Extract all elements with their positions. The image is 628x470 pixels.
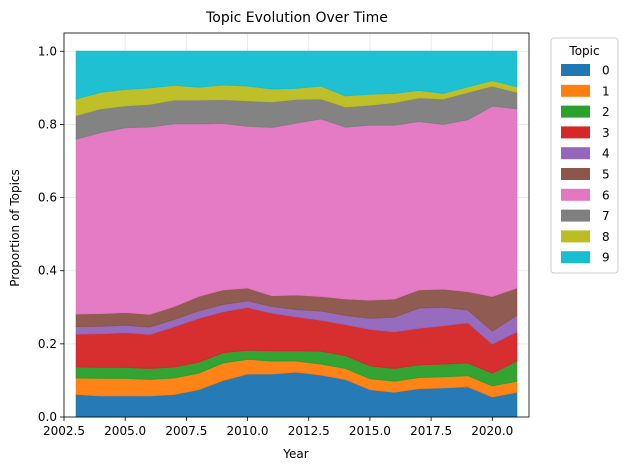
legend: Topic 0 1 2 3 4 5 6 7 8 9 bbox=[550, 37, 619, 274]
x-axis-label: Year bbox=[282, 447, 308, 461]
x-tick-label-0: 2002.5 bbox=[43, 424, 85, 438]
legend-label-topic-6: 6 bbox=[602, 188, 610, 202]
y-tick-label-5: 1.0 bbox=[38, 44, 57, 58]
legend-swatch-topic-8 bbox=[561, 230, 590, 243]
y-axis-label: Proportion of Topics bbox=[8, 169, 22, 287]
y-tick-label-0: 0.0 bbox=[38, 410, 57, 424]
legend-label-topic-0: 0 bbox=[602, 64, 610, 78]
legend-swatch-topic-2 bbox=[561, 105, 590, 118]
legend-label-topic-5: 5 bbox=[602, 168, 610, 182]
plot-frame bbox=[63, 32, 530, 418]
legend-swatch-topic-5 bbox=[561, 168, 590, 180]
stacked-areas bbox=[75, 50, 518, 418]
x-tick-label-3: 2010.0 bbox=[227, 424, 269, 438]
x-tick-label-7: 2020.0 bbox=[471, 424, 513, 438]
legend-swatch-topic-6 bbox=[561, 188, 590, 201]
y-tick-label-2: 0.4 bbox=[38, 264, 57, 278]
legend-label-topic-1: 1 bbox=[602, 84, 610, 98]
legend-swatch-topic-7 bbox=[561, 209, 590, 222]
legend-label-topic-7: 7 bbox=[602, 209, 610, 223]
x-tick-label-1: 2005.0 bbox=[104, 424, 146, 438]
x-tick-label-6: 2017.5 bbox=[410, 424, 452, 438]
legend-label-topic-2: 2 bbox=[602, 105, 610, 119]
x-tick-label-2: 2007.5 bbox=[165, 424, 207, 438]
legend-swatch-topic-3 bbox=[561, 126, 590, 139]
legend-swatch-topic-9 bbox=[561, 251, 590, 264]
legend-swatch-topic-1 bbox=[561, 84, 590, 97]
legend-label-topic-8: 8 bbox=[602, 230, 610, 244]
chart-title: Topic Evolution Over Time bbox=[205, 10, 388, 26]
legend-title: Topic bbox=[568, 44, 599, 58]
legend-swatch-topic-0 bbox=[561, 64, 590, 76]
legend-label-topic-9: 9 bbox=[602, 251, 610, 265]
area-topic-9 bbox=[75, 50, 518, 100]
legend-label-topic-4: 4 bbox=[602, 147, 610, 161]
legend-items: 0 1 2 3 4 5 6 7 8 9 bbox=[561, 64, 610, 265]
legend-label-topic-3: 3 bbox=[602, 126, 610, 140]
x-axis: 2002.5 2005.0 2007.5 2010.0 2012.5 2015.0 2017… bbox=[43, 417, 513, 438]
y-tick-label-1: 0.2 bbox=[38, 337, 57, 351]
y-axis: 0.0 0.2 0.4 0.6 0.8 1.0 bbox=[38, 44, 64, 424]
area-topic-6 bbox=[75, 105, 518, 315]
y-tick-label-3: 0.6 bbox=[38, 191, 57, 205]
x-tick-label-5: 2015.0 bbox=[349, 424, 391, 438]
x-tick-label-4: 2012.5 bbox=[288, 424, 330, 438]
y-tick-label-4: 0.8 bbox=[38, 117, 57, 131]
legend-swatch-topic-4 bbox=[561, 147, 590, 160]
